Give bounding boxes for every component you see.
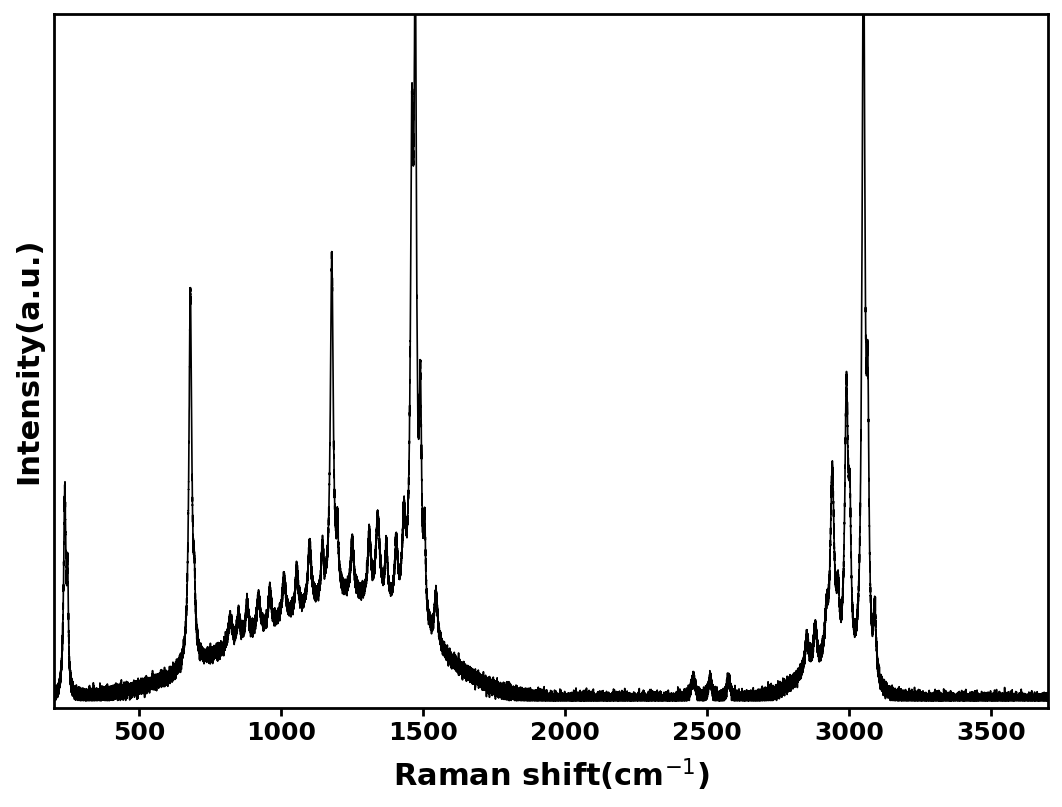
Y-axis label: Intensity(a.u.): Intensity(a.u.) xyxy=(14,238,42,484)
X-axis label: Raman shift(cm$^{-1}$): Raman shift(cm$^{-1}$) xyxy=(393,757,709,793)
